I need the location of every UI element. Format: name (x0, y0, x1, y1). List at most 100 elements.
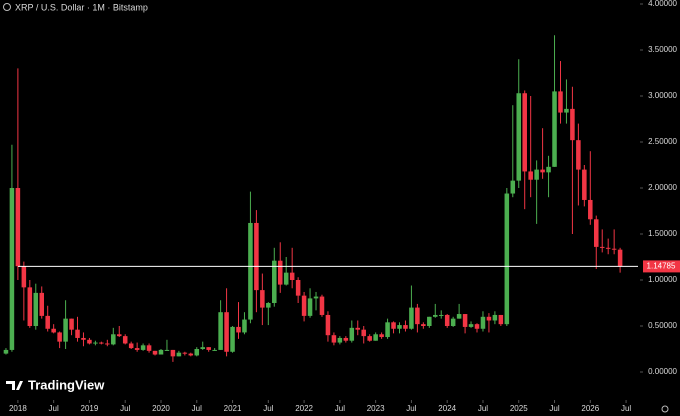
candle-body (75, 329, 80, 338)
candle-body (69, 318, 74, 330)
candle-body (391, 322, 396, 329)
candle-body (176, 352, 182, 357)
x-tick-label: 2024 (438, 404, 456, 413)
candle-body (134, 348, 140, 350)
price-label-box (643, 260, 680, 273)
candle-body (373, 334, 378, 341)
candle-body (349, 327, 355, 341)
y-tick-label: 0.00000 (648, 367, 677, 376)
candle-body (313, 296, 319, 299)
candle-body (570, 108, 575, 141)
candle-body (337, 337, 343, 343)
candle-body (27, 287, 33, 326)
logo: TradingView (6, 377, 105, 392)
candle-body (480, 316, 486, 329)
candle-body (415, 307, 420, 325)
candle-body (122, 336, 128, 344)
candle-body (224, 312, 229, 352)
candle-body (450, 318, 456, 326)
candle-body (355, 327, 361, 330)
candle-body (379, 334, 384, 338)
candle-body (599, 246, 605, 248)
candle-body (534, 169, 539, 180)
candle-body (242, 319, 247, 333)
candle-body (564, 108, 569, 113)
candle-body (111, 334, 116, 345)
candle-body (403, 325, 408, 329)
candle-body (272, 260, 277, 303)
y-tick-label: 0.50000 (648, 321, 677, 330)
candle-body (140, 345, 146, 350)
candle-body (51, 328, 56, 333)
candle-body (409, 307, 414, 329)
candle-body (81, 337, 86, 340)
candle-body (57, 332, 62, 342)
candle-body (617, 249, 623, 267)
y-tick-label: 4.00000 (648, 0, 677, 8)
candle-body (194, 349, 200, 356)
candle-body (93, 342, 98, 344)
candle-body (474, 324, 480, 329)
candle-body (277, 260, 283, 285)
candle-body (248, 222, 253, 320)
x-tick-label: Jul (263, 404, 273, 413)
candle-body (230, 326, 235, 352)
candle-body (498, 314, 504, 325)
candle-body (397, 325, 402, 329)
candle-body (385, 322, 390, 338)
candle-body (576, 140, 581, 170)
x-tick-label: 2019 (81, 404, 99, 413)
candle-body (266, 303, 271, 308)
logo-text: TradingView (28, 377, 105, 392)
candle-body (236, 326, 241, 333)
candle-body (325, 314, 331, 336)
candle-body (510, 180, 516, 194)
candle-body (182, 352, 188, 354)
x-tick-label: 2023 (367, 404, 385, 413)
x-tick-label: 2022 (295, 404, 313, 413)
close-icon[interactable] (3, 3, 11, 11)
candle-body (540, 169, 545, 173)
x-tick-label: Jul (478, 404, 488, 413)
candle-body (307, 298, 313, 316)
candle-body (611, 248, 617, 250)
candle-body (558, 91, 563, 113)
candle-body (188, 353, 194, 356)
candle-body (200, 347, 205, 349)
x-tick-label: Jul (120, 404, 130, 413)
candle-body (486, 316, 492, 321)
candle-body (164, 349, 170, 351)
y-tick-label: 2.50000 (648, 137, 677, 146)
candle-body (99, 342, 104, 344)
candle-body (361, 329, 366, 337)
x-tick-label: 2018 (9, 404, 27, 413)
candle-body (33, 292, 39, 326)
x-tick-label: 2021 (224, 404, 242, 413)
candle-body (260, 290, 265, 308)
candle-body (605, 247, 611, 249)
candle-body (546, 166, 551, 173)
candle-body (63, 318, 68, 342)
candle-body (593, 219, 599, 247)
candle-body (9, 188, 15, 350)
candle-body (319, 296, 325, 315)
x-tick-label: 2025 (510, 404, 528, 413)
price-label: 1.14785 (647, 262, 676, 271)
y-tick-label: 1.50000 (648, 229, 677, 238)
candle-body (331, 335, 337, 343)
candle-body (552, 91, 557, 167)
y-tick-label: 3.00000 (648, 91, 677, 100)
candle-body (433, 314, 438, 317)
candle-body (528, 171, 533, 180)
candle-body (468, 324, 474, 327)
settings-icon[interactable] (661, 405, 669, 413)
candle-body (21, 266, 27, 288)
x-tick-label: Jul (549, 404, 559, 413)
x-tick-label: 2020 (152, 404, 170, 413)
candle-body (588, 199, 593, 220)
candle-body (492, 314, 498, 321)
candle-body (39, 292, 45, 316)
